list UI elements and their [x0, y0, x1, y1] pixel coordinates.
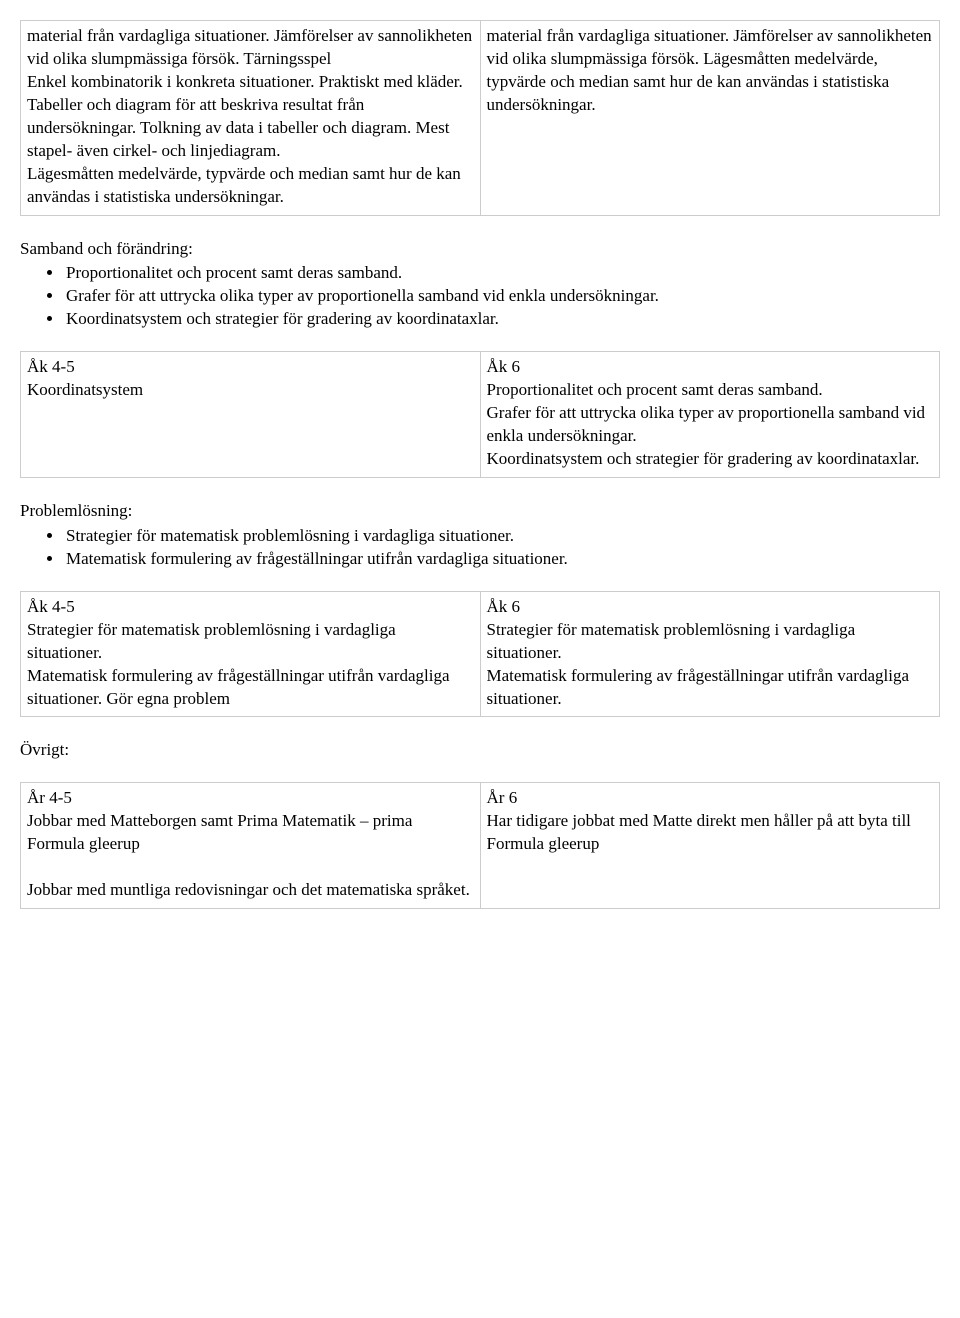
list-item: Proportionalitet och procent samt deras …: [64, 262, 940, 285]
table-cell: Åk 6 Proportionalitet och procent samt d…: [487, 356, 934, 471]
table-cell: År 6 Har tidigare jobbat med Matte direk…: [487, 787, 934, 856]
list-item: Strategier för matematisk problemlösning…: [64, 525, 940, 548]
table-cell: material från vardagliga situationer. Jä…: [27, 25, 474, 209]
list-item: Koordinatsystem och strategier för grade…: [64, 308, 940, 331]
table-cell: Åk 6 Strategier för matematisk problemlö…: [487, 596, 934, 711]
table-cell: Åk 4-5 Strategier för matematisk problem…: [27, 596, 474, 711]
table-samband: Åk 4-5 Koordinatsystem Åk 6 Proportional…: [20, 351, 940, 478]
table-cell: År 4-5 Jobbar med Matteborgen samt Prima…: [27, 787, 474, 902]
list-item: Grafer för att uttrycka olika typer av p…: [64, 285, 940, 308]
section-heading-problemlosning: Problemlösning:: [20, 500, 940, 523]
section-heading-ovrigt: Övrigt:: [20, 739, 940, 762]
list-item: Matematisk formulering av frågeställning…: [64, 548, 940, 571]
table-statistics-prior: material från vardagliga situationer. Jä…: [20, 20, 940, 216]
table-problemlosning: Åk 4-5 Strategier för matematisk problem…: [20, 591, 940, 718]
table-cell: Åk 4-5 Koordinatsystem: [27, 356, 474, 402]
table-cell: material från vardagliga situationer. Jä…: [487, 25, 934, 117]
table-ovrigt: År 4-5 Jobbar med Matteborgen samt Prima…: [20, 782, 940, 909]
section-heading-samband: Samband och förändring:: [20, 238, 940, 261]
bullet-list-problemlosning: Strategier för matematisk problemlösning…: [20, 525, 940, 571]
bullet-list-samband: Proportionalitet och procent samt deras …: [20, 262, 940, 331]
